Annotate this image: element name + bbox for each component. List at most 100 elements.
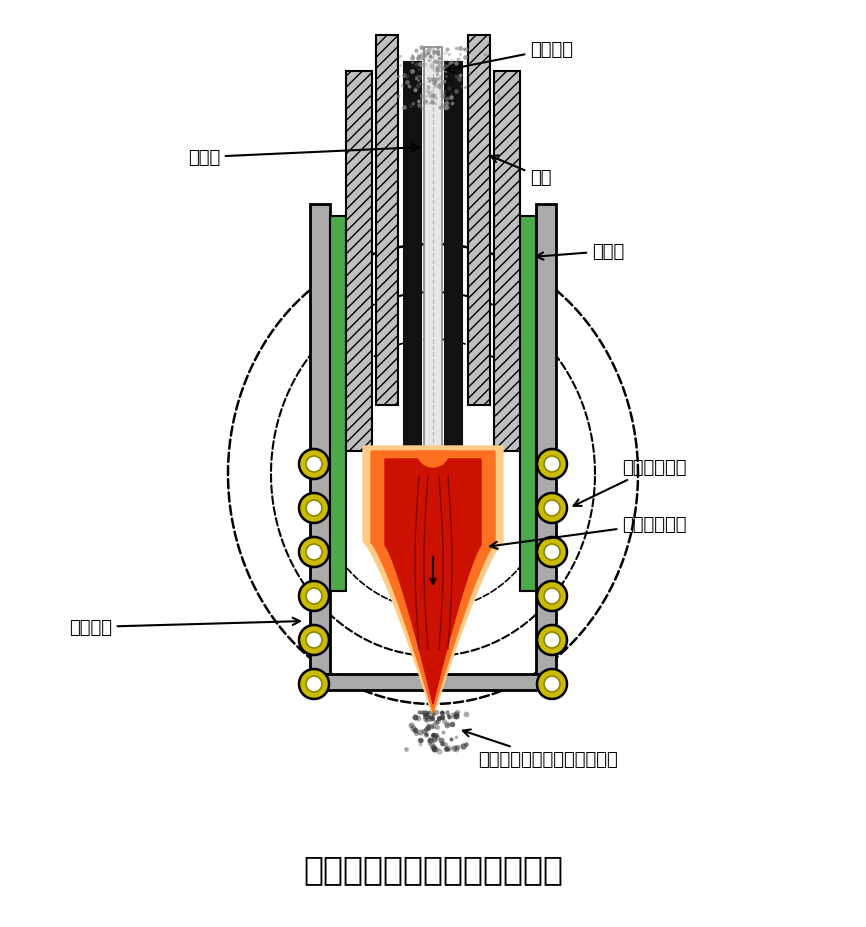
Point [444, 91, 458, 106]
Polygon shape [417, 451, 449, 467]
Circle shape [544, 677, 560, 692]
Point [438, 100, 452, 115]
Point [425, 71, 439, 86]
Point [432, 743, 446, 758]
Point [458, 51, 472, 66]
Point [418, 45, 432, 60]
Point [463, 57, 477, 72]
Point [437, 714, 451, 729]
Bar [445, 63, 462, 467]
Point [439, 741, 453, 756]
Circle shape [537, 538, 567, 567]
Point [425, 740, 439, 755]
Point [415, 41, 429, 56]
Point [429, 72, 443, 87]
Point [423, 713, 436, 728]
Point [411, 48, 425, 63]
Point [439, 54, 453, 69]
Point [418, 57, 432, 72]
Point [410, 726, 423, 741]
Point [440, 717, 454, 732]
Point [410, 70, 424, 84]
Point [430, 742, 443, 756]
Polygon shape [363, 447, 503, 717]
Point [391, 89, 405, 104]
Point [423, 90, 437, 105]
Point [436, 85, 450, 100]
Point [449, 730, 462, 745]
Point [389, 99, 403, 114]
Point [426, 44, 440, 58]
Point [434, 70, 448, 84]
Point [443, 57, 457, 71]
Point [392, 87, 406, 102]
Point [427, 728, 441, 743]
Point [425, 73, 439, 88]
Point [425, 61, 439, 76]
Point [432, 59, 446, 74]
Point [417, 96, 431, 111]
Point [415, 101, 429, 116]
Point [443, 87, 457, 102]
Point [393, 49, 407, 64]
Point [431, 56, 445, 70]
Point [423, 732, 436, 747]
Point [440, 717, 454, 732]
Point [422, 705, 436, 719]
Point [423, 86, 436, 101]
Point [417, 52, 431, 67]
Point [436, 61, 450, 76]
Point [427, 45, 441, 60]
Circle shape [306, 456, 322, 473]
Point [415, 705, 429, 720]
Point [450, 740, 464, 755]
Polygon shape [385, 460, 481, 705]
Point [423, 49, 436, 64]
Circle shape [299, 626, 329, 655]
Point [404, 717, 418, 732]
Point [440, 96, 454, 111]
Bar [346, 72, 372, 451]
Point [458, 81, 472, 95]
Point [449, 84, 463, 99]
Point [449, 42, 463, 57]
Point [439, 96, 453, 111]
Point [413, 732, 427, 747]
Point [434, 56, 448, 70]
Point [436, 705, 449, 720]
Point [421, 719, 435, 734]
Bar [536, 205, 556, 674]
Point [414, 89, 428, 104]
Point [427, 74, 441, 89]
Point [417, 95, 431, 109]
Point [436, 57, 450, 72]
Point [428, 96, 442, 111]
Point [436, 725, 449, 740]
Point [410, 74, 424, 89]
Point [427, 56, 441, 70]
Point [426, 707, 440, 722]
Point [429, 60, 443, 75]
Point [400, 75, 414, 90]
Point [443, 47, 456, 62]
Point [413, 737, 427, 752]
Point [445, 717, 459, 731]
Point [426, 73, 440, 88]
Point [460, 43, 474, 57]
Point [405, 52, 419, 67]
Point [460, 706, 474, 721]
Bar [310, 674, 556, 691]
Point [411, 79, 425, 94]
Point [430, 63, 444, 78]
Point [440, 60, 454, 75]
Point [449, 70, 463, 84]
Point [417, 42, 430, 57]
Point [421, 46, 435, 61]
Circle shape [544, 589, 560, 604]
Point [435, 710, 449, 725]
Point [423, 44, 436, 58]
Point [478, 47, 492, 62]
Point [425, 729, 439, 743]
Point [411, 705, 425, 719]
Point [430, 47, 444, 62]
